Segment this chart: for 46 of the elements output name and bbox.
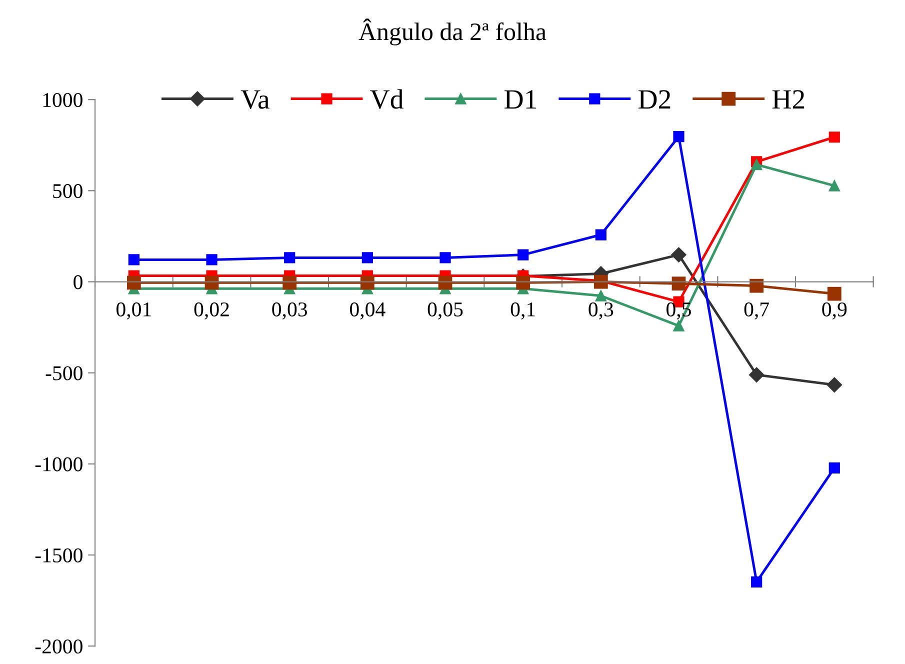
y-tick-label: -1000 — [35, 457, 82, 472]
y-tick-label: -1500 — [35, 548, 82, 562]
x-tick-label: 0,3 — [588, 302, 614, 320]
point — [828, 180, 840, 192]
legend-label: Va — [240, 90, 270, 109]
legend-label: D2 — [638, 90, 670, 109]
point — [751, 159, 762, 170]
point — [594, 274, 608, 289]
x-tick-label: 0,1 — [510, 302, 535, 320]
y-tick-label: 500 — [53, 184, 82, 198]
legend-label: H2 — [772, 90, 804, 109]
x-tick-label: 0,7 — [744, 302, 769, 320]
x-tick-label: 0,05 — [428, 302, 463, 320]
point — [284, 252, 296, 264]
x-tick-label: 0,9 — [822, 302, 847, 320]
y-tick-label: 1000 — [43, 92, 82, 108]
point — [749, 367, 764, 382]
point — [282, 276, 297, 290]
point — [751, 576, 762, 588]
point — [671, 247, 686, 262]
point — [828, 132, 840, 143]
point — [595, 229, 606, 240]
point — [516, 276, 530, 290]
point — [828, 462, 840, 474]
y-tick-label: -2000 — [35, 639, 82, 654]
point — [126, 276, 141, 290]
x-tick-label: 0,04 — [350, 302, 386, 320]
point — [595, 290, 606, 302]
x-tick-label: 0,03 — [272, 302, 308, 320]
point — [440, 252, 451, 264]
chart-title: Ângulo da 2ª folha — [358, 18, 546, 46]
point — [826, 377, 842, 392]
point — [518, 249, 529, 260]
legend-label: Vd — [370, 89, 404, 109]
point — [206, 254, 218, 266]
x-tick-label: 0,02 — [194, 302, 229, 320]
point — [362, 252, 373, 264]
y-tick-label: 0 — [74, 275, 82, 290]
point — [827, 286, 842, 301]
y-tick-label: -500 — [46, 366, 82, 380]
point — [128, 254, 140, 266]
x-tick-label: 0,01 — [116, 302, 151, 320]
point — [673, 320, 684, 332]
legend-label: D1 — [504, 90, 536, 109]
point — [360, 276, 374, 290]
point — [673, 131, 684, 142]
